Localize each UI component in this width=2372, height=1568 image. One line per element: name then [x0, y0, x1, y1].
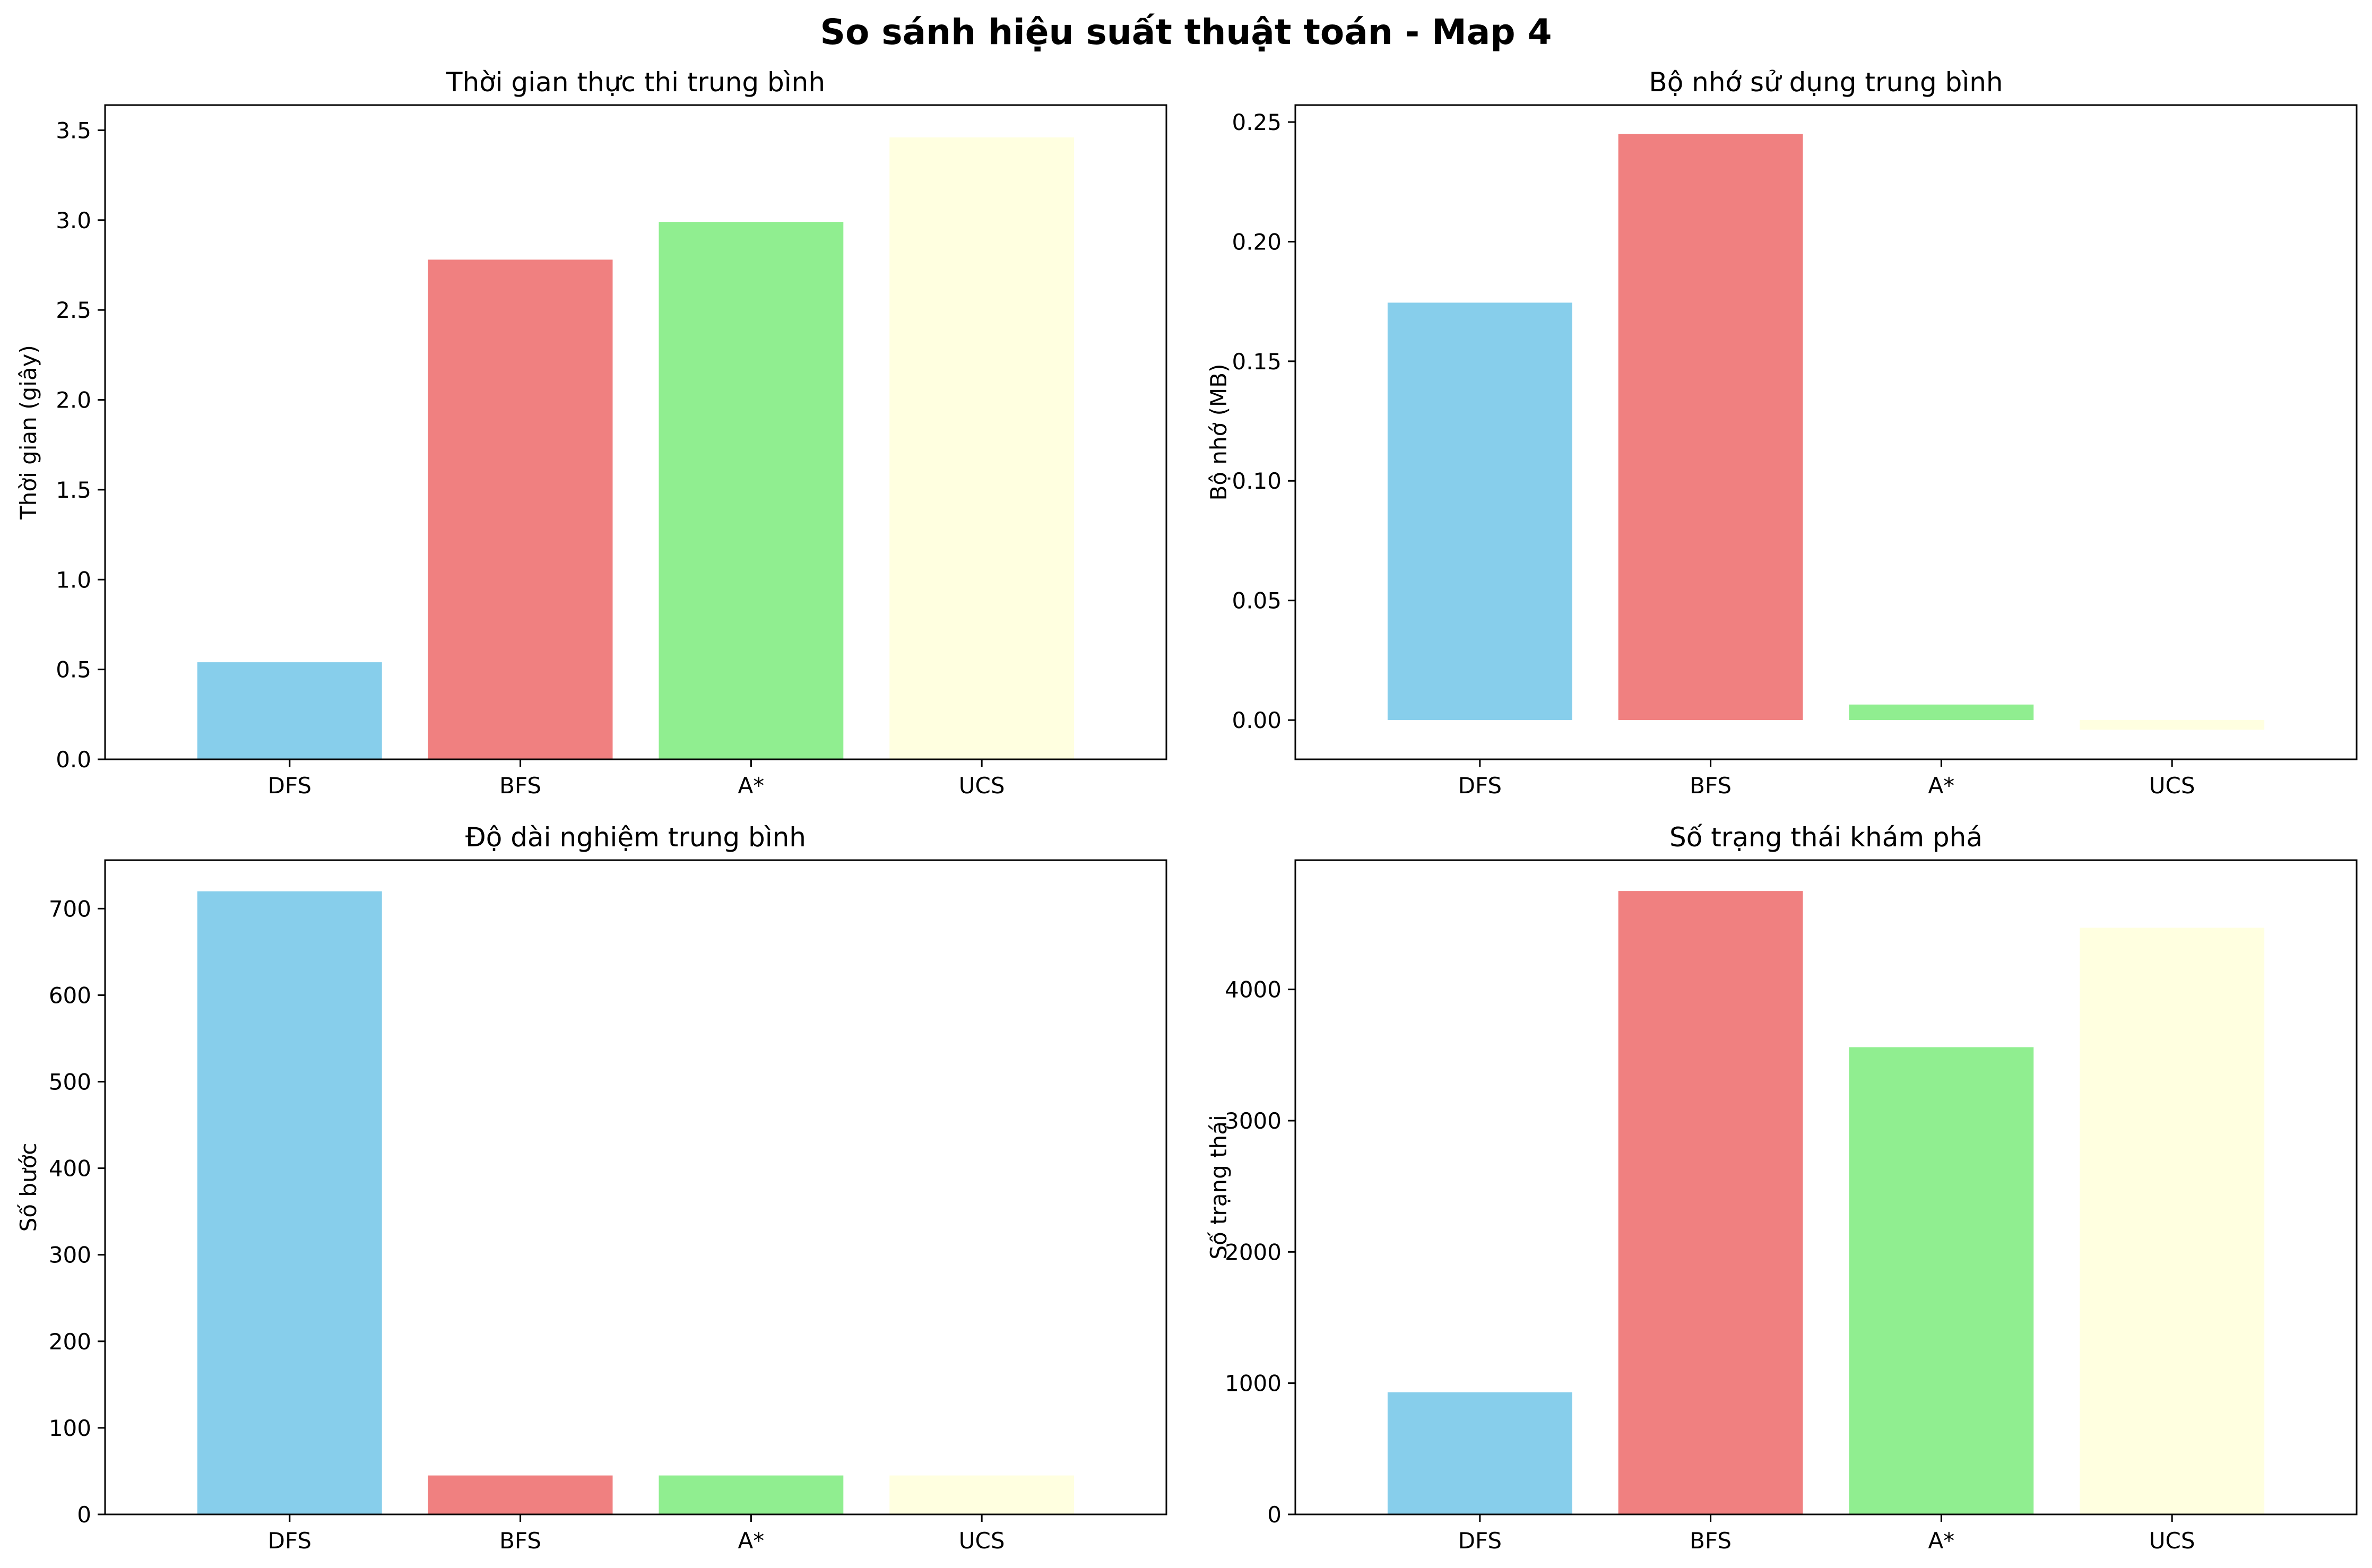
bar-dfs: [1387, 302, 1572, 721]
subplot-title: Số trạng thái khám phá: [1669, 822, 1983, 853]
y-axis-label: Bộ nhớ (MB): [1206, 364, 1232, 501]
bar-dfs: [197, 891, 382, 1514]
x-tick-label: BFS: [1690, 1528, 1732, 1554]
bar-astar: [659, 1475, 844, 1514]
y-tick-label: 2.0: [56, 387, 91, 413]
y-tick-label: 0.00: [1232, 707, 1282, 733]
y-tick-label: 0.5: [56, 657, 91, 683]
y-tick-label: 0: [1267, 1502, 1282, 1528]
bar-ucs: [889, 137, 1075, 759]
x-tick-label: DFS: [1458, 773, 1502, 799]
y-tick-label: 3000: [1225, 1108, 1282, 1134]
y-tick-label: 1.0: [56, 567, 91, 593]
bar-dfs: [197, 662, 382, 759]
y-tick-label: 200: [49, 1329, 91, 1355]
y-tick-label: 2.5: [56, 297, 91, 323]
x-tick-label: UCS: [959, 773, 1005, 799]
y-tick-label: 0.15: [1232, 349, 1282, 375]
y-tick-label: 3.5: [56, 117, 91, 143]
bar-astar: [659, 222, 844, 759]
y-tick-label: 1000: [1225, 1371, 1282, 1397]
subplot-title: Độ dài nghiệm trung bình: [465, 822, 806, 853]
x-tick-label: UCS: [959, 1528, 1005, 1554]
figure-title: So sánh hiệu suất thuật toán - Map 4: [820, 12, 1552, 53]
bar-astar: [1849, 1047, 2034, 1514]
bar-ucs: [2080, 720, 2265, 730]
y-axis-label: Số trạng thái: [1206, 1115, 1232, 1259]
y-tick-label: 700: [49, 896, 91, 922]
x-tick-label: BFS: [1690, 773, 1732, 799]
x-tick-label: DFS: [1458, 1528, 1502, 1554]
axes-frame: [1294, 104, 2358, 760]
y-tick-label: 0: [77, 1502, 91, 1528]
x-tick-label: DFS: [268, 1528, 311, 1554]
y-tick-label: 3.0: [56, 207, 91, 233]
y-axis-label: Thời gian (giây): [15, 345, 41, 520]
y-tick-label: 0.0: [56, 747, 91, 773]
y-axis-label: Số bước: [15, 1143, 41, 1232]
subplot-title: Bộ nhớ sử dụng trung bình: [1649, 67, 2003, 98]
x-tick-label: A*: [738, 1528, 765, 1554]
bar-ucs: [889, 1475, 1075, 1514]
y-tick-label: 2000: [1225, 1239, 1282, 1265]
x-tick-label: A*: [738, 773, 765, 799]
bar-dfs: [1387, 1392, 1572, 1514]
y-tick-label: 0.20: [1232, 229, 1282, 255]
y-tick-label: 600: [49, 982, 91, 1008]
bar-bfs: [428, 1475, 613, 1514]
x-tick-label: DFS: [268, 773, 311, 799]
y-tick-label: 500: [49, 1069, 91, 1095]
y-tick-label: 400: [49, 1156, 91, 1182]
x-tick-label: BFS: [499, 773, 541, 799]
subplot-title: Thời gian thực thi trung bình: [446, 67, 825, 98]
axes-frame: [104, 859, 1167, 1515]
subplot-3: 0 100 200 300 400 500 600 700 DFS BFS A* UCS Độ dài …: [15, 822, 1167, 1554]
bar-astar: [1849, 704, 2034, 721]
axes-frame: [104, 104, 1167, 760]
bar-bfs: [1618, 134, 1803, 721]
subplot-1: 0.0 0.5 1.0 1.5 2.0 2.5 3.0 3.5 DFS BFS A* UCS Thời …: [15, 67, 1167, 799]
bar-bfs: [1618, 891, 1803, 1514]
y-tick-label: 100: [49, 1415, 91, 1441]
y-tick-label: 0.10: [1232, 468, 1282, 494]
bar-ucs: [2080, 928, 2265, 1514]
x-tick-label: A*: [1928, 1528, 1955, 1554]
x-tick-label: UCS: [2149, 1528, 2195, 1554]
x-tick-label: UCS: [2149, 773, 2195, 799]
x-tick-label: BFS: [499, 1528, 541, 1554]
subplot-4: 0 1000 2000 3000 4000 DFS BFS A* UCS Số trạng thá…: [1206, 822, 2358, 1554]
y-tick-label: 1.5: [56, 477, 91, 503]
bar-bfs: [428, 259, 613, 759]
y-tick-label: 0.05: [1232, 588, 1282, 614]
x-tick-label: A*: [1928, 773, 1955, 799]
subplot-2: 0.00 0.05 0.10 0.15 0.20 0.25 DFS BFS A* UCS Bộ nh…: [1206, 67, 2358, 799]
y-tick-label: 0.25: [1232, 109, 1282, 135]
axes-frame: [1294, 859, 2358, 1515]
y-tick-label: 300: [49, 1242, 91, 1268]
y-tick-label: 4000: [1225, 977, 1282, 1003]
